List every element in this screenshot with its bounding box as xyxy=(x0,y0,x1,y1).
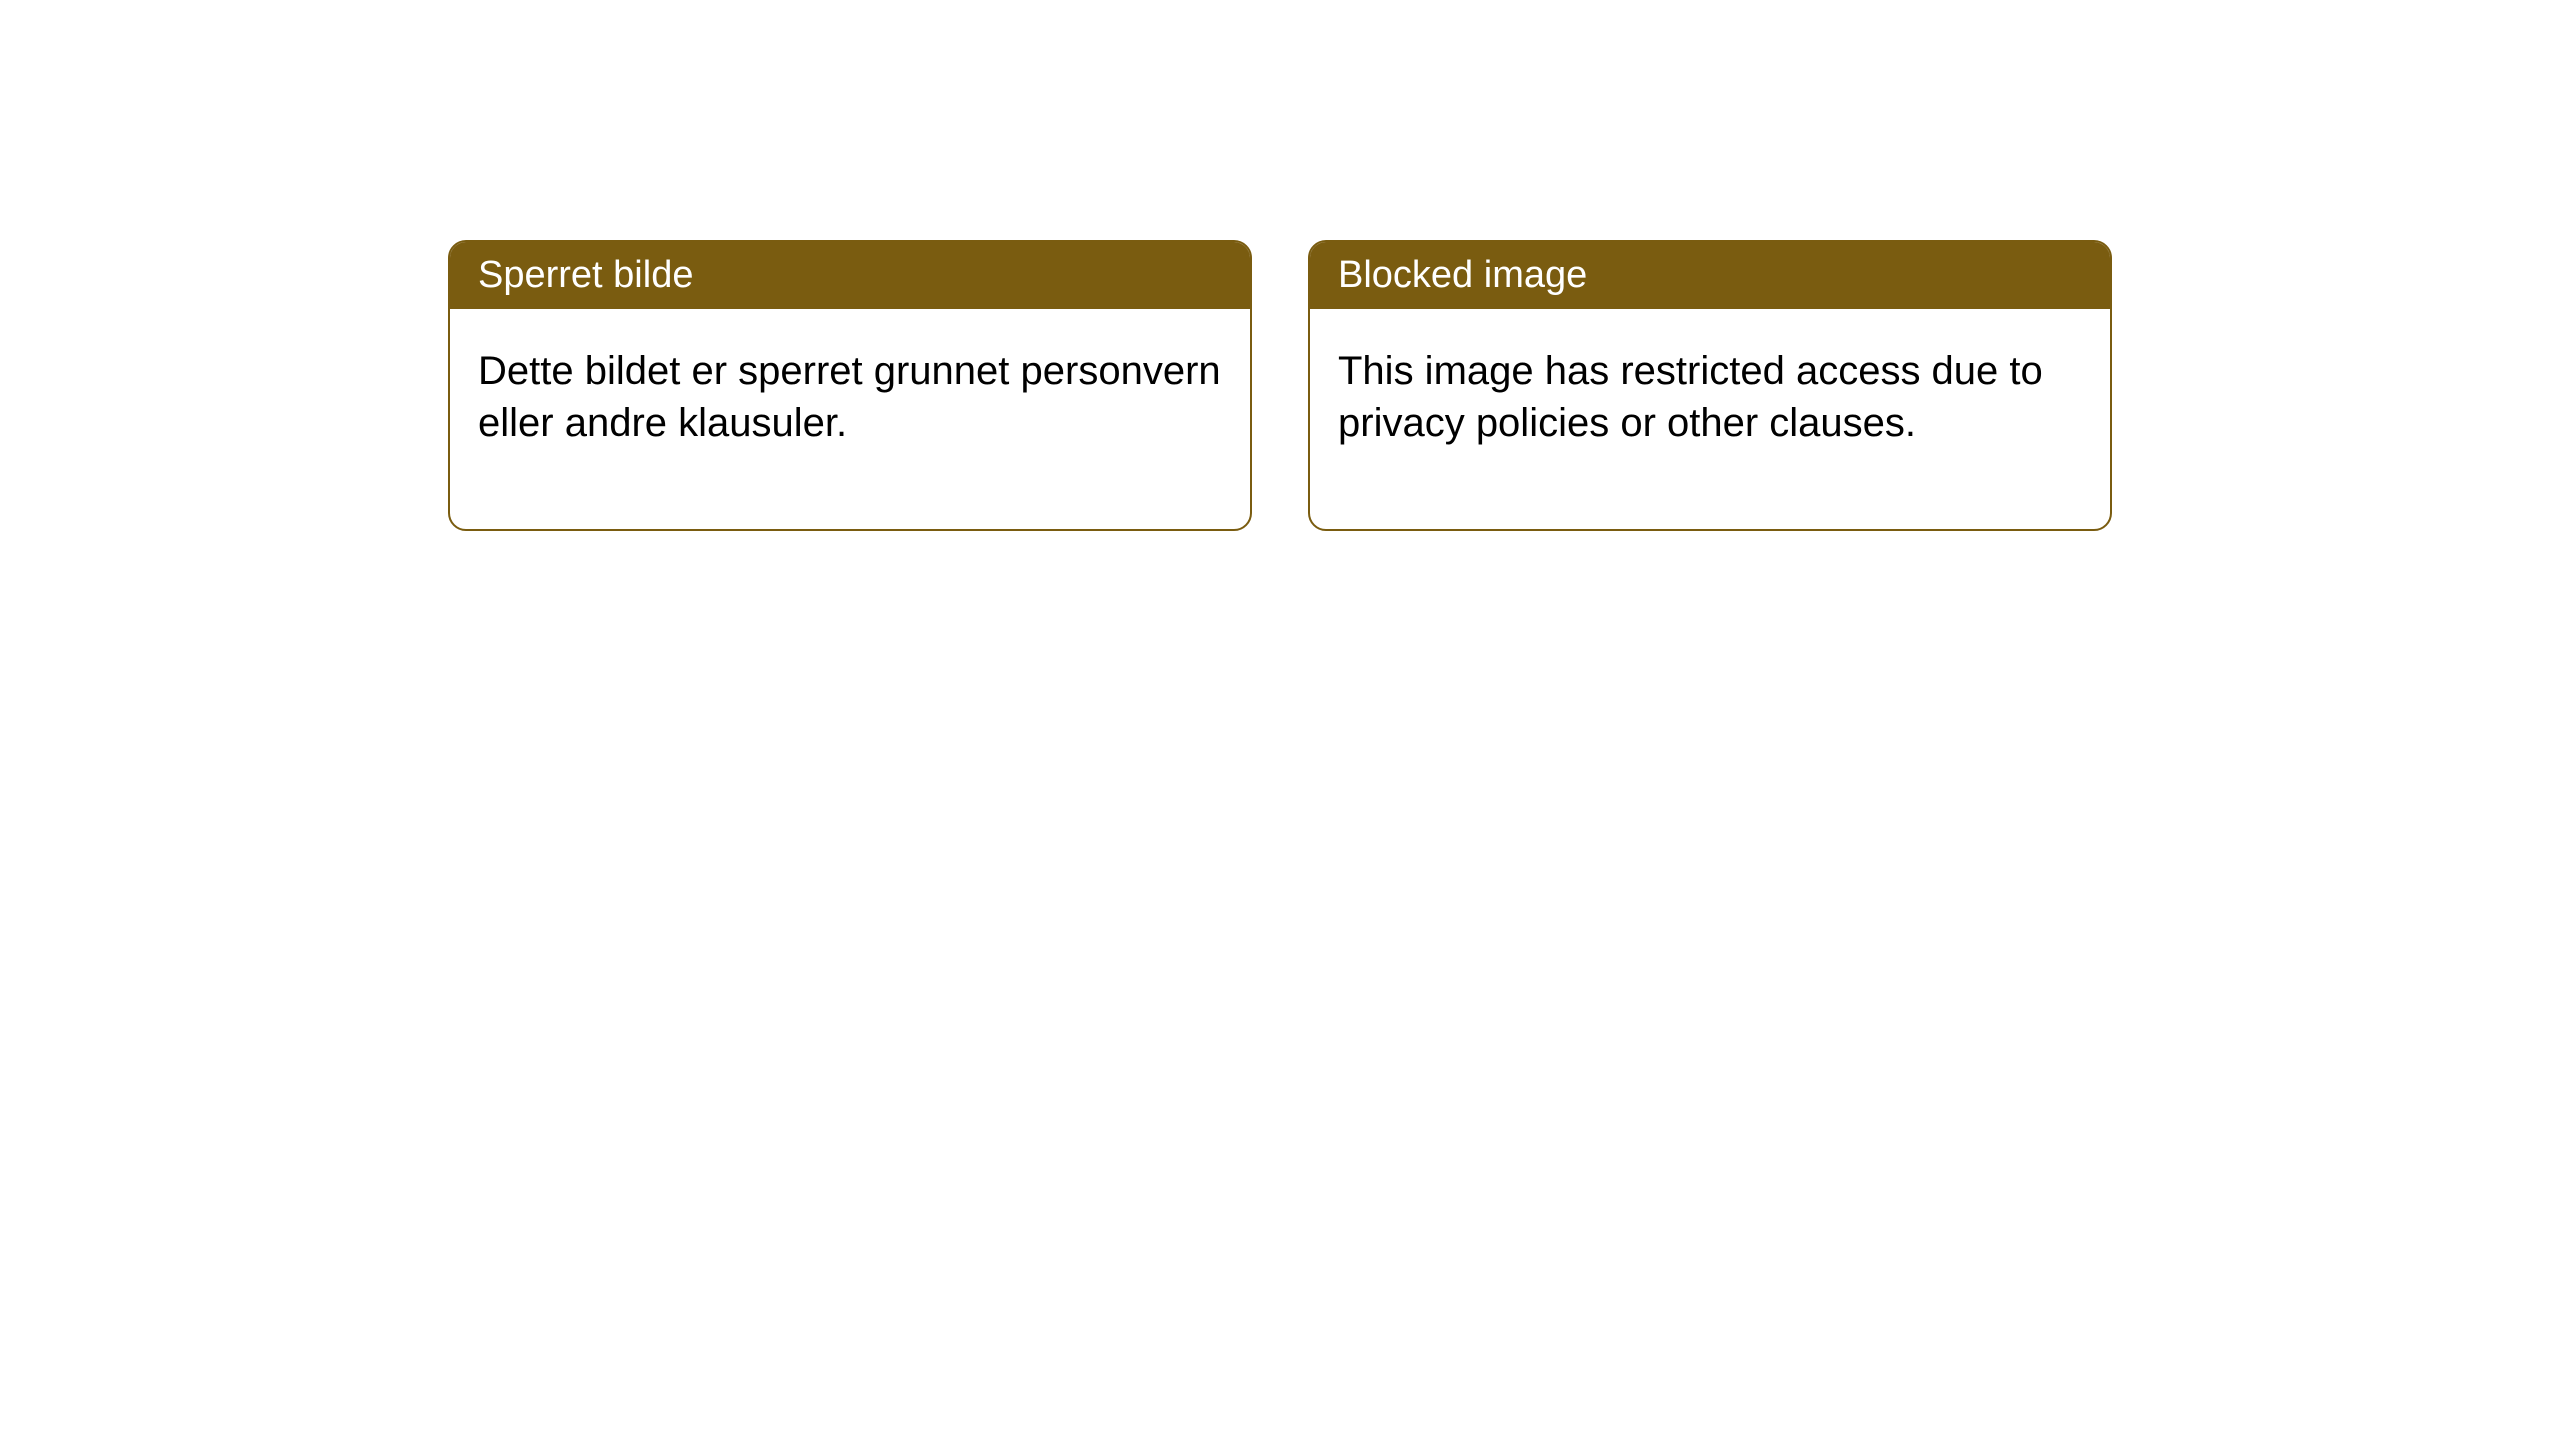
notice-card-english: Blocked image This image has restricted … xyxy=(1308,240,2112,531)
notice-container: Sperret bilde Dette bildet er sperret gr… xyxy=(0,0,2560,531)
notice-text-norwegian: Dette bildet er sperret grunnet personve… xyxy=(478,349,1221,445)
notice-text-english: This image has restricted access due to … xyxy=(1338,349,2043,445)
notice-card-norwegian: Sperret bilde Dette bildet er sperret gr… xyxy=(448,240,1252,531)
notice-header-norwegian: Sperret bilde xyxy=(450,242,1250,309)
notice-body-english: This image has restricted access due to … xyxy=(1310,309,2110,529)
notice-header-english: Blocked image xyxy=(1310,242,2110,309)
notice-body-norwegian: Dette bildet er sperret grunnet personve… xyxy=(450,309,1250,529)
notice-title-norwegian: Sperret bilde xyxy=(478,254,693,296)
notice-title-english: Blocked image xyxy=(1338,254,1587,296)
